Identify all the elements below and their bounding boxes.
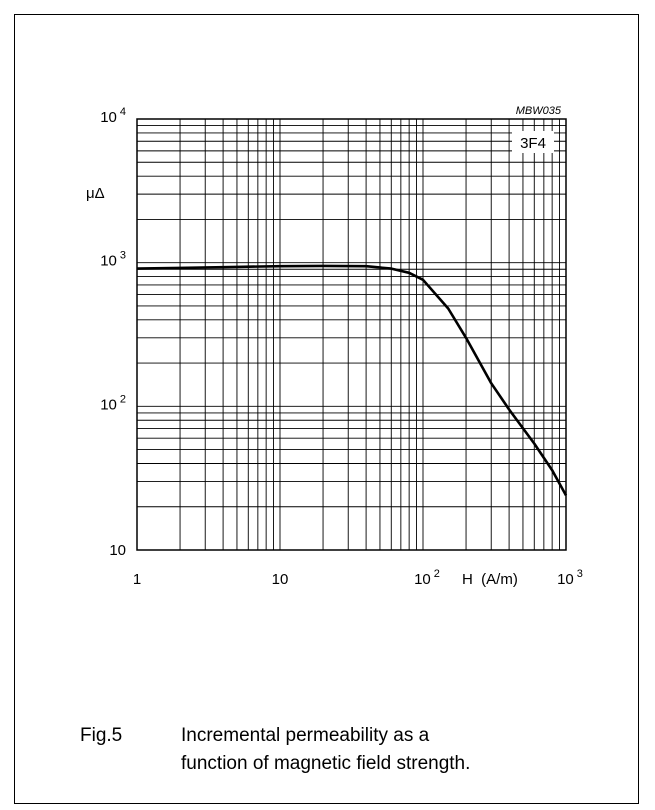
y-tick-label: 10 (109, 542, 126, 559)
x-tick-label: 10 2 (414, 568, 440, 588)
x-tick-label: 10 3 (557, 568, 583, 588)
caption-text-line-2: function of magnetic field strength. (181, 753, 471, 774)
caption-text-line-1: Incremental permeability as a (181, 725, 430, 746)
figure-frame (14, 14, 639, 804)
tick-labels: 10 10 2 10 3 10 4 1 10 10 2 10 3 (100, 106, 583, 588)
y-axis-label: μΔ (86, 185, 105, 202)
grid (136, 119, 566, 551)
y-tick-label: 10 4 (100, 106, 126, 126)
series-line (136, 264, 568, 497)
legend-label: 3F4 (520, 135, 546, 152)
caption-label: Fig.5 (80, 725, 123, 746)
plot-border (136, 118, 567, 551)
y-tick-label: 10 3 (100, 250, 126, 270)
figure-code: MBW035 (516, 105, 562, 117)
y-tick-label: 10 2 (100, 393, 126, 413)
x-tick-label: 10 (272, 571, 289, 588)
legend-box (512, 131, 554, 153)
x-tick-label: 1 (133, 571, 141, 588)
x-axis-label: H (A/m) (462, 571, 518, 588)
